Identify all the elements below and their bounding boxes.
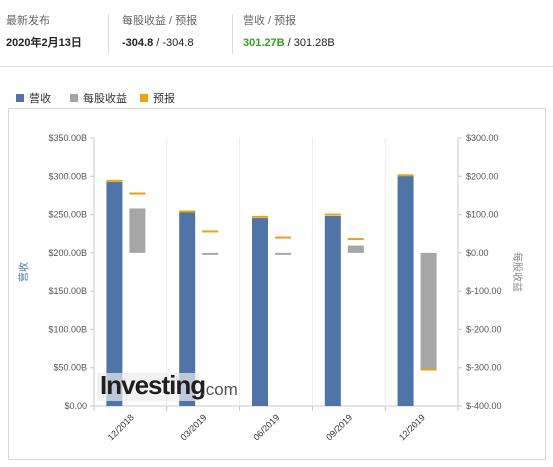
legend-item-forecast[interactable]: 预报: [140, 90, 175, 106]
eps-bar: [202, 252, 219, 255]
revenue-bar: [397, 175, 414, 406]
revenue-forecast-marker: [324, 213, 341, 216]
y-tick-label-right: $200.00: [466, 171, 499, 181]
eps-bar: [129, 208, 146, 253]
chart-frame: [8, 108, 546, 460]
y-tick-label-left: $200.00B: [48, 248, 87, 258]
release-date-cell: 最新发布 2020年2月13日: [6, 14, 82, 50]
investing-watermark: Investing .com: [97, 367, 238, 401]
y-tick-label-right: $300.00: [466, 133, 499, 143]
x-tick-label: 12/2018: [106, 412, 136, 442]
revenue-forecast-marker: [252, 215, 268, 218]
legend-item-eps[interactable]: 每股收益: [70, 90, 127, 106]
y-tick-label-right: $-100.00: [466, 286, 502, 296]
y-tick-label-left: $150.00B: [48, 286, 87, 296]
x-tick-label: 03/2019: [179, 412, 209, 442]
eps-actual: -304.8: [122, 37, 154, 49]
right-axis-title: 每股收益: [511, 252, 524, 292]
revenue-forecast-marker: [397, 174, 414, 177]
y-tick-label-left: $250.00B: [48, 210, 87, 220]
eps-forecast-marker: [420, 368, 437, 371]
revenue-bar: [106, 182, 123, 406]
revenue-forecast-marker: [106, 179, 123, 182]
revenue-bar: [252, 218, 268, 406]
eps-separator: /: [153, 37, 163, 49]
y-tick-label-right: $0.00: [466, 248, 489, 258]
x-tick-label: 12/2019: [397, 412, 427, 442]
release-date: 2020年2月13日: [6, 37, 82, 49]
left-axis-title: 营收: [17, 262, 30, 282]
revenue-bar: [324, 215, 341, 406]
revenue-bar: [179, 212, 196, 406]
y-tick-label-right: $100.00: [466, 210, 499, 220]
earnings-header: 最新发布 2020年2月13日 每股收益 / 预报 -304.8 / -304.…: [0, 0, 553, 66]
header-divider: [108, 14, 109, 54]
watermark-suffix: .com: [201, 380, 238, 399]
x-tick-label: 09/2019: [324, 412, 354, 442]
y-tick-label-left: $350.00B: [48, 133, 87, 143]
header-divider-line: [0, 66, 553, 67]
revenue-label: 营收 / 预报: [243, 15, 297, 27]
legend-swatch: [70, 94, 78, 103]
legend-item-revenue[interactable]: 营收: [16, 90, 51, 106]
release-label: 最新发布: [6, 15, 50, 27]
y-tick-label-right: $-400.00: [466, 401, 502, 411]
revenue-forecast: 301.28B: [293, 37, 335, 49]
legend-swatch: [16, 94, 24, 103]
eps-bar: [347, 245, 364, 253]
eps-label: 每股收益 / 预报: [122, 15, 198, 27]
eps-forecast-marker: [347, 238, 364, 241]
y-tick-label-left: $50.00B: [53, 363, 87, 373]
legend-label: 营收: [29, 93, 51, 105]
legend-label: 预报: [153, 93, 175, 105]
eps-bar: [275, 252, 291, 255]
watermark-brand: Investing: [100, 370, 206, 400]
legend-label: 每股收益: [83, 93, 127, 105]
y-tick-label-left: $0.00: [64, 401, 87, 411]
header-divider: [232, 14, 233, 54]
eps-forecast-marker: [202, 230, 219, 233]
revenue-separator: /: [284, 37, 294, 49]
revenue-forecast-marker: [179, 210, 196, 213]
eps-forecast-marker: [275, 236, 291, 239]
revenue-cell: 营收 / 预报 301.27B / 301.28B: [243, 14, 335, 50]
eps-forecast: -304.8: [162, 37, 194, 49]
y-tick-label-left: $300.00B: [48, 171, 87, 181]
y-tick-label-left: $100.00B: [48, 324, 87, 334]
x-tick-label: 06/2019: [251, 412, 281, 442]
eps-cell: 每股收益 / 预报 -304.8 / -304.8: [122, 14, 197, 50]
eps-bar: [420, 252, 437, 370]
eps-forecast-marker: [129, 192, 146, 195]
revenue-actual: 301.27B: [243, 37, 285, 49]
y-tick-label-right: $-200.00: [466, 324, 502, 334]
y-tick-label-right: $-300.00: [466, 363, 502, 373]
legend-swatch: [140, 94, 148, 103]
